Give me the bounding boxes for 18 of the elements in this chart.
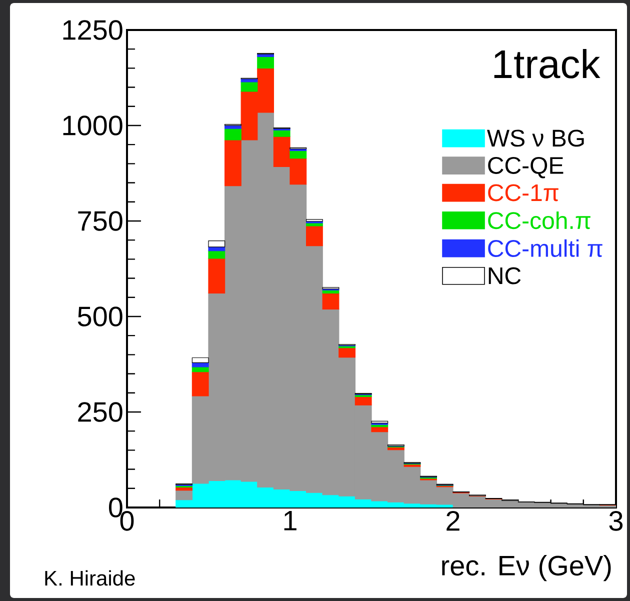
legend-label: CC-1π (488, 184, 558, 202)
y-tick-label: 500 (78, 306, 122, 326)
x-tick-label: 2 (446, 511, 460, 531)
text: K. Hiraide (45, 570, 135, 586)
x-axis-title: rec. Eν (GeV) (442, 555, 611, 582)
x-tick-label: 1 (284, 511, 296, 530)
legend-label: NC (488, 267, 521, 284)
x-tick-label: 3 (609, 511, 623, 531)
y-tick-label: 1250 (63, 20, 122, 40)
legend-label: CC-multi π (488, 239, 602, 257)
legend-label: CC-QE (488, 156, 564, 178)
y-tick-label: 1000 (63, 116, 122, 136)
legend-label: CC-coh.π (488, 211, 590, 230)
legend-label: WS ν BG (487, 130, 584, 147)
y-tick-label: 750 (78, 211, 122, 231)
y-tick-label: 250 (78, 402, 122, 422)
y-tick-label: 0 (108, 498, 122, 518)
chart-title: 1track (494, 49, 600, 78)
